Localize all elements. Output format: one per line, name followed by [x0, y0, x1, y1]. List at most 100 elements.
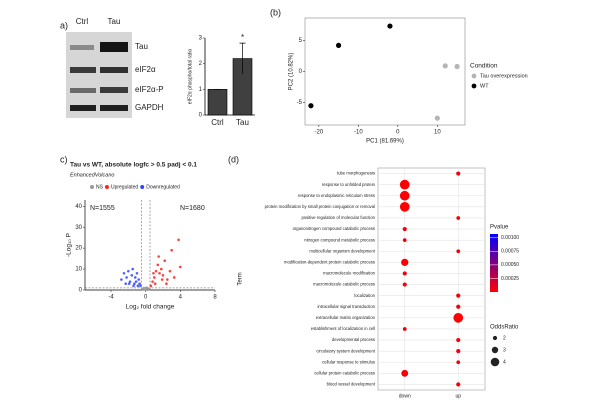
- point: [154, 269, 158, 273]
- point: [135, 271, 139, 275]
- point: [157, 255, 160, 258]
- y-axis-label: PC2 (10.82%): [289, 53, 295, 91]
- point: [128, 280, 132, 283]
- point: [145, 286, 148, 289]
- point: [137, 278, 141, 281]
- color-tick-label: 0.00050: [501, 262, 519, 268]
- point: [125, 276, 128, 279]
- size-key-label: 4: [503, 359, 506, 365]
- y-tick-label: macromolecule catabolic process: [313, 282, 375, 287]
- color-tick-label: 0.00100: [501, 235, 519, 241]
- y-tick-label: 1: [199, 87, 203, 93]
- blot-row: GAPDH: [135, 103, 164, 112]
- y-tick-label: 0: [79, 288, 83, 294]
- western-blot: [66, 32, 132, 118]
- y-tick-label: localization: [354, 293, 375, 298]
- point: [168, 269, 172, 273]
- x-axis-label: PC1 (81.69%): [366, 139, 404, 145]
- point: [165, 282, 168, 286]
- dot: [456, 337, 461, 343]
- point: [124, 282, 128, 286]
- point: [153, 276, 156, 279]
- point: [158, 271, 161, 275]
- point: [160, 278, 164, 281]
- size-key: [491, 346, 499, 354]
- y-tick-label: -5: [297, 100, 303, 106]
- color-tick-label: 0.00075: [501, 249, 519, 255]
- dot: [401, 258, 409, 266]
- y-tick-label: 0: [299, 69, 303, 75]
- point: [151, 280, 154, 283]
- panel-label: (d): [228, 154, 239, 164]
- y-tick-label: extracellular matrix organization: [316, 315, 376, 320]
- chart-title: Tau vs WT, absolute logfc > 0.5 padj < 0…: [70, 162, 197, 169]
- x-tick-label: -4: [108, 295, 114, 301]
- point: [335, 42, 342, 48]
- y-tick-label: 5: [299, 38, 303, 44]
- dot: [399, 202, 410, 212]
- legend-title: Condition: [470, 63, 498, 70]
- blot-row: eIF2α-P: [135, 85, 164, 94]
- point: [308, 103, 314, 109]
- annotation: N=1680: [180, 205, 205, 212]
- y-tick-label: response to endoplasmic reticulum stress: [298, 193, 375, 198]
- point: [152, 271, 155, 275]
- y-tick-label: nitrogen compound metabolic process: [304, 237, 375, 242]
- legend-label: Upregulated: [111, 184, 138, 190]
- y-tick-label: intracellular signal transduction: [318, 304, 376, 309]
- point: [434, 115, 440, 121]
- point: [172, 276, 176, 279]
- y-tick-label: modification-dependent protein catabolic…: [284, 259, 375, 264]
- point: [122, 271, 126, 275]
- dot: [456, 382, 461, 387]
- point: [163, 259, 167, 262]
- x-tick-label: 0: [144, 295, 148, 301]
- legend-label: Downregulated: [146, 184, 180, 190]
- blot-column: Tau: [108, 17, 121, 26]
- point: [136, 284, 140, 288]
- x-tick-label: 4: [179, 295, 183, 301]
- point: [133, 282, 136, 286]
- error-bar: [239, 42, 246, 74]
- legend-title: Pvalue: [490, 225, 509, 231]
- size-key: [492, 335, 498, 341]
- point: [127, 282, 131, 286]
- point: [166, 278, 169, 281]
- dot: [456, 360, 461, 365]
- annotation: N=1555: [90, 205, 115, 212]
- y-tick-label: 3: [199, 36, 203, 42]
- dot: [402, 226, 407, 232]
- dot: [456, 249, 461, 254]
- legend-label: WT: [480, 83, 489, 89]
- dot: [456, 349, 461, 354]
- dot: [456, 293, 461, 298]
- x-tick-label: up: [455, 393, 461, 399]
- x-tick-label: 10: [434, 130, 441, 136]
- legend-swatch: [140, 185, 145, 189]
- y-tick-label: developmental process: [332, 337, 375, 342]
- size-key-label: 2: [503, 335, 506, 341]
- point: [132, 284, 135, 288]
- point: [138, 282, 141, 286]
- panel-label: (b): [270, 7, 281, 17]
- y-axis-label: eIF2α phospho/total ratio: [187, 49, 193, 105]
- y-tick-label: cellular response to stimulus: [322, 359, 375, 364]
- point: [170, 248, 173, 252]
- y-tick-label: 30: [75, 225, 82, 231]
- y-tick-label: establishment of localization in cell: [311, 326, 375, 331]
- blot-column: Ctrl: [76, 17, 89, 26]
- y-tick-label: cellular protein catabolic process: [314, 370, 375, 375]
- dot: [399, 179, 410, 190]
- plot-frame: [377, 167, 486, 391]
- dot: [401, 369, 409, 377]
- dot: [402, 238, 407, 243]
- dot: [402, 271, 407, 276]
- dot: [402, 282, 407, 287]
- legend-swatch: [90, 185, 94, 189]
- panel-label: c): [60, 154, 68, 164]
- legend-label: NS: [96, 184, 104, 190]
- legend-label: Tau overexpression: [480, 73, 528, 79]
- y-tick-label: macromolecule modification: [323, 271, 376, 276]
- panel-label: a): [60, 20, 68, 30]
- point: [179, 265, 182, 269]
